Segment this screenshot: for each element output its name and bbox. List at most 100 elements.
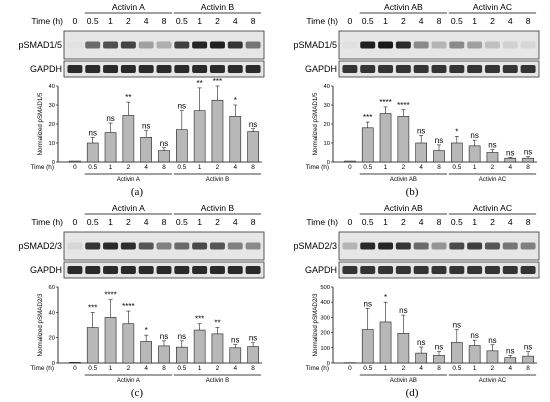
blot-band: [395, 266, 411, 274]
bar: [397, 333, 410, 364]
y-tick-label: 20: [49, 122, 55, 128]
group-label: Activin B: [201, 203, 235, 213]
blot-label: GAPDH: [30, 64, 62, 74]
blot-band: [85, 41, 101, 49]
y-tick-label: 20: [49, 336, 55, 342]
bar: [229, 347, 242, 364]
x-tick-label: 1: [473, 365, 477, 372]
x-tick-label: 8: [162, 164, 166, 171]
significance-label: **: [125, 93, 131, 102]
blot-band: [156, 266, 172, 274]
y-tick-label: 30: [324, 103, 330, 109]
group-label: Activin B: [201, 2, 235, 12]
x-tick-label: 2: [491, 365, 495, 372]
blot-band: [342, 242, 358, 250]
significance-label: ns: [435, 136, 443, 145]
bar: [229, 116, 242, 163]
x-tick-label: 8: [526, 365, 530, 372]
blot-band: [227, 41, 243, 49]
blot-band: [85, 266, 101, 274]
time-value: 2: [490, 217, 495, 227]
blot-band: [520, 266, 536, 274]
time-value: 4: [144, 217, 149, 227]
time-value: 0.5: [87, 16, 99, 26]
x-tick-label: 2: [491, 164, 495, 171]
time-value: 1: [383, 16, 388, 26]
significance-label: ns: [399, 306, 407, 315]
y-tick-label: 10: [324, 141, 330, 147]
x-tick-label: 8: [437, 365, 441, 372]
panel-label: (d): [406, 387, 419, 399]
significance-label: ns: [488, 336, 496, 345]
significance-label: ***: [213, 77, 222, 86]
bar: [361, 329, 374, 364]
blot-band: [413, 41, 429, 49]
blot-band: [138, 242, 154, 250]
blot-label: pSMAD2/3: [293, 241, 337, 251]
x-tick-label: 4: [144, 365, 148, 372]
bar: [69, 160, 81, 163]
x-tick-label: 8: [526, 164, 530, 171]
bar: [397, 116, 410, 163]
x-tick-label: 0.5: [452, 365, 461, 372]
bar: [450, 342, 463, 364]
significance-label: *: [145, 326, 148, 335]
time-value: 2: [215, 217, 220, 227]
x-tick-label: 0: [348, 164, 352, 171]
blot-band: [467, 242, 483, 250]
bar: [504, 157, 517, 163]
blot-band: [174, 41, 190, 49]
significance-label: ns: [435, 343, 443, 352]
blot-band: [67, 266, 83, 274]
group-label: Activin AC: [473, 2, 512, 12]
chart-group-label: Activin A: [117, 378, 140, 384]
time-value: 4: [144, 16, 149, 26]
blot-band: [431, 242, 447, 250]
blot-band: [467, 41, 483, 49]
blot-band: [209, 41, 225, 49]
bar: [104, 317, 117, 364]
y-tick-label: 60: [49, 285, 55, 291]
bar: [468, 145, 481, 163]
blot-band: [360, 242, 376, 250]
blot-band: [227, 266, 243, 274]
y-tick-label: 10: [49, 141, 55, 147]
time-value: 1: [197, 16, 202, 26]
blot-label: pSMAD1/5: [293, 40, 337, 50]
y-tick-label: 0: [327, 361, 330, 367]
blot-band: [360, 41, 376, 49]
blot-band: [413, 266, 429, 274]
time-value: 1: [108, 217, 113, 227]
group-label: Activin AB: [384, 2, 423, 12]
bar: [158, 345, 170, 364]
significance-label: ns: [160, 139, 168, 148]
bar: [122, 323, 135, 364]
time-value: 0.5: [451, 16, 463, 26]
bar: [122, 115, 135, 163]
x-tick-label: 4: [508, 365, 512, 372]
y-tick-label: 300: [320, 315, 330, 321]
time-value: 0.5: [362, 217, 374, 227]
time-label: Time (h): [306, 217, 338, 227]
blot-band: [484, 65, 500, 73]
x-tick-label: 0.5: [177, 365, 186, 372]
time-value: 2: [126, 16, 131, 26]
significance-label: ****: [104, 291, 116, 300]
chart-group-label: Activin B: [206, 378, 229, 384]
y-tick-label: 0: [52, 160, 55, 166]
blot-band: [520, 242, 536, 250]
blot-band: [395, 65, 411, 73]
x-tick-label: 0.5: [363, 164, 372, 171]
y-tick-label: 200: [320, 331, 330, 337]
time-value: 8: [437, 16, 442, 26]
blot-band: [192, 266, 208, 274]
blot-band: [120, 242, 136, 250]
significance-label: ns: [249, 334, 257, 343]
time-value: 0.5: [87, 217, 99, 227]
y-axis-label: Normalized pSMAD2/3: [312, 293, 319, 356]
x-tick-label: 1: [384, 365, 388, 372]
bar: [86, 327, 99, 364]
bar: [211, 99, 224, 163]
